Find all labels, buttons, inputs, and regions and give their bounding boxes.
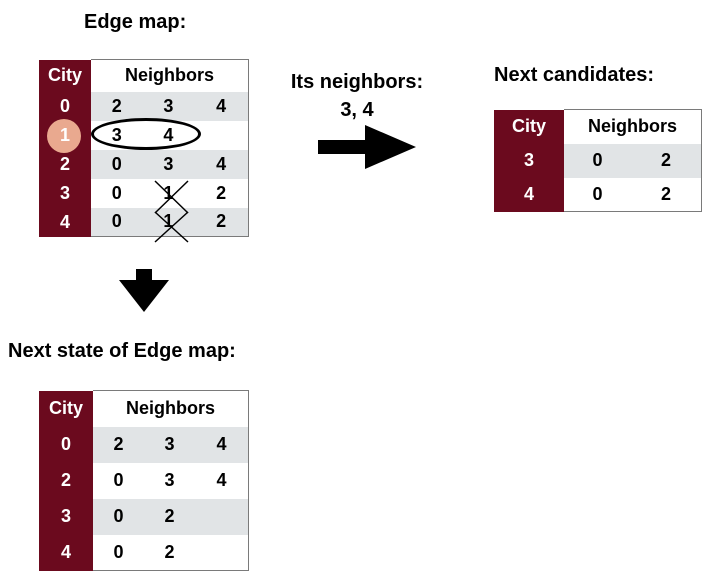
edge-map-title: Edge map: [84, 11, 187, 33]
neighbor-cell: 2 [143, 534, 195, 571]
table-header-row: City Neighbors [39, 390, 249, 427]
neighbor-cell [194, 120, 250, 150]
city-cell: 4 [39, 207, 91, 237]
neighbor-cell: 0 [93, 534, 144, 571]
city-header: City [494, 109, 564, 144]
table-row: 0 2 3 4 [39, 426, 249, 463]
next-state-table: City Neighbors 0 2 3 4 2 0 3 4 3 0 2 4 0… [39, 390, 249, 571]
neighbors-header: Neighbors [91, 59, 249, 92]
neighbor-cell: 2 [194, 207, 250, 237]
table-row: 4 0 2 [39, 534, 249, 571]
neighbor-cell: 2 [631, 143, 703, 178]
selected-city-label: 1 [59, 124, 70, 145]
table-row: 2 0 3 4 [39, 149, 250, 179]
table-header-row: City Neighbors [494, 109, 702, 144]
next-state-title: Next state of Edge map: [8, 340, 236, 362]
neighbor-cell: 0 [91, 178, 143, 208]
neighbor-cell: 4 [194, 426, 249, 463]
table-row: 2 0 3 4 [39, 462, 249, 499]
neighbors-header: Neighbors [564, 109, 702, 144]
neighbor-cell: 0 [564, 177, 632, 212]
its-neighbors-label: Its neighbors: [290, 71, 424, 93]
neighbor-cell: 4 [194, 91, 250, 121]
city-cell: 2 [39, 462, 93, 499]
neighbor-cell: 2 [91, 91, 143, 121]
city-header: City [39, 59, 91, 92]
city-cell: 3 [39, 178, 91, 208]
city-cell: 0 [39, 426, 93, 463]
its-neighbors-values: 3, 4 [340, 99, 374, 121]
edge-map-table: City Neighbors 0 2 3 4 1 3 4 2 0 3 4 3 0… [39, 59, 250, 237]
neighbor-cell: 2 [194, 178, 250, 208]
neighbor-cell: 3 [142, 91, 195, 121]
neighbor-cell: 0 [564, 143, 632, 178]
neighbor-cell: 4 [194, 462, 249, 499]
table-row: 4 0 1 2 [39, 207, 250, 237]
next-candidates-table: City Neighbors 3 0 2 4 0 2 [494, 109, 703, 212]
neighbor-cell: 0 [91, 149, 143, 179]
city-cell: 3 [39, 498, 93, 535]
right-arrow-icon [318, 125, 416, 169]
neighbor-cell: 2 [93, 426, 144, 463]
city-cell: 0 [39, 91, 91, 121]
city-cell: 4 [39, 534, 93, 571]
table-row: 4 0 2 [494, 177, 703, 212]
city-cell: 3 [494, 143, 564, 178]
city-cell: 2 [39, 149, 91, 179]
table-row: 3 0 2 [39, 498, 249, 535]
neighbor-cell: 0 [93, 462, 144, 499]
selected-city-highlight [47, 119, 81, 153]
table-row: 3 0 2 [494, 143, 703, 178]
neighbor-cell: 3 [143, 462, 195, 499]
neighbor-cell [194, 534, 249, 571]
city-header: City [39, 390, 93, 427]
neighbor-cell [194, 498, 249, 535]
neighbor-cell: 0 [93, 498, 144, 535]
neighbor-cell: 0 [91, 207, 143, 237]
cross-out-mark [154, 180, 189, 243]
neighbor-cell: 4 [194, 149, 250, 179]
next-candidates-title: Next candidates: [494, 64, 655, 86]
crossed-neighbor-cell: 1 [142, 207, 195, 237]
down-arrow-icon [119, 269, 169, 312]
neighbor-cell: 3 [143, 426, 195, 463]
neighbors-highlight-oval [91, 118, 201, 150]
city-cell: 4 [494, 177, 564, 212]
neighbor-cell: 3 [142, 149, 195, 179]
neighbors-header: Neighbors [93, 390, 249, 427]
neighbor-cell: 2 [143, 498, 195, 535]
table-row: 0 2 3 4 [39, 91, 250, 121]
table-header-row: City Neighbors [39, 59, 249, 92]
neighbor-cell: 2 [631, 177, 703, 212]
